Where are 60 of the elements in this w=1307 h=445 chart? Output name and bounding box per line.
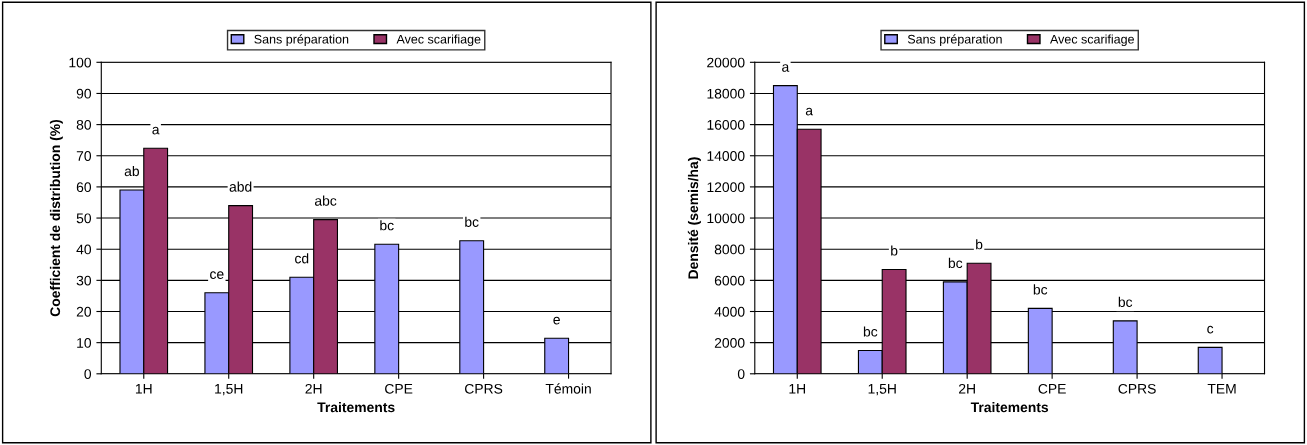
legend-label: Sans préparation: [907, 34, 1002, 47]
annotation: b: [891, 245, 898, 256]
y-tick-label: 20: [76, 306, 92, 317]
annotation: c: [1207, 325, 1214, 334]
annotation: abd: [229, 181, 252, 192]
y-axis-title: Coefficient de distribution (%): [49, 119, 63, 317]
y-tick-label: 10: [77, 337, 92, 348]
annotation: bc: [1118, 296, 1133, 307]
y-tick-label: 0: [737, 369, 745, 379]
legend-label: Avec scarifiage: [396, 34, 481, 47]
legend-label: Sans préparation: [254, 34, 349, 47]
y-tick-label: 50: [76, 213, 92, 224]
x-tick-label: Témoin: [545, 383, 591, 394]
y-tick-label: 8000: [714, 244, 745, 255]
y-tick-label: 16000: [707, 119, 745, 130]
annotation: cd: [295, 253, 309, 264]
x-tick-label: 1,5H: [215, 384, 243, 396]
annotation: bc: [465, 216, 479, 227]
y-tick-label: 0: [84, 369, 92, 379]
y-tick-label: 10000: [707, 213, 745, 224]
x-tick-label: 1,5H: [868, 384, 896, 396]
annotation: ce: [210, 271, 224, 279]
y-tick-label: 18000: [707, 88, 745, 99]
y-tick-label: 20000: [707, 57, 745, 68]
y-tick-label: 12000: [707, 182, 745, 193]
y-tick-label: 14000: [707, 151, 745, 161]
y-tick-label: 60: [76, 182, 92, 193]
x-tick-label: CPE: [1038, 383, 1066, 394]
annotation: bc: [948, 257, 963, 269]
y-tick-label: 40: [76, 244, 92, 255]
annotation: bc: [863, 326, 878, 337]
x-tick-label: CPRS: [1118, 383, 1156, 394]
annotation: a: [152, 126, 160, 135]
annotation: bc: [380, 220, 394, 231]
x-tick-label: TEM: [1207, 384, 1236, 394]
legend-label: Avec scarifiage: [1050, 34, 1134, 47]
annotation: e: [553, 316, 560, 325]
y-tick-label: 100: [69, 57, 92, 68]
x-tick-label: 1H: [135, 384, 152, 394]
y-axis-title: Densité (semis/ha): [687, 157, 701, 279]
annotation: ab: [124, 165, 140, 177]
y-tick-label: 70: [76, 151, 92, 161]
x-axis-title: Traitements: [970, 402, 1049, 413]
y-tick-label: 2000: [714, 337, 745, 348]
annotation: abc: [314, 195, 337, 206]
y-tick-label: 4000: [714, 306, 745, 317]
y-tick-label: 90: [76, 88, 92, 99]
y-tick-label: 6000: [714, 275, 745, 286]
x-axis-title: Traitements: [317, 402, 395, 413]
annotation: b: [976, 239, 983, 250]
annotation: bc: [1033, 284, 1048, 295]
annotation: a: [805, 107, 814, 116]
x-tick-label: 2H: [959, 383, 975, 394]
x-tick-label: 1H: [789, 384, 806, 394]
y-tick-label: 80: [76, 119, 92, 130]
x-tick-label: CPE: [385, 383, 413, 394]
x-tick-label: CPRS: [465, 383, 503, 394]
y-tick-label: 30: [76, 275, 92, 286]
annotation: a: [782, 64, 790, 72]
x-tick-label: 2H: [305, 383, 322, 394]
